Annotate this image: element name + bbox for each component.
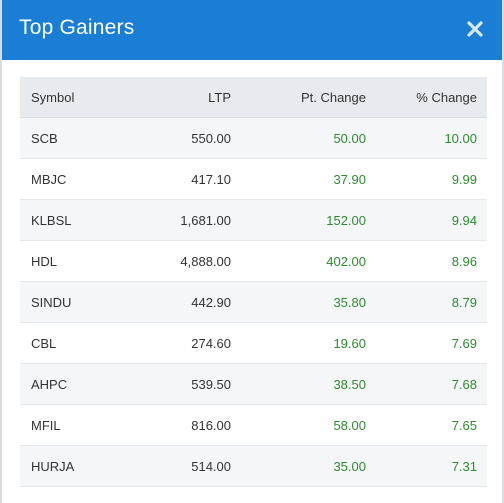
symbol-cell[interactable]: SCB bbox=[20, 117, 132, 159]
symbol-cell[interactable]: HURJA bbox=[20, 445, 132, 487]
symbol-cell[interactable]: MBJC bbox=[20, 158, 132, 200]
table-header-row: Symbol LTP Pt. Change % Change bbox=[20, 77, 487, 118]
table-row[interactable]: HURJA 514.00 35.00 7.31 bbox=[20, 445, 487, 487]
pct-change-cell: 7.68 bbox=[367, 363, 487, 405]
pt-change-cell: 152.00 bbox=[231, 199, 367, 241]
pct-change-cell: 10.00 bbox=[367, 117, 487, 159]
pct-change-cell: 7.65 bbox=[367, 404, 487, 446]
column-header-pt-change[interactable]: Pt. Change bbox=[231, 77, 367, 118]
table-row[interactable]: SCB 550.00 50.00 10.00 bbox=[20, 117, 487, 159]
ltp-cell: 514.00 bbox=[132, 445, 231, 487]
pt-change-cell: 402.00 bbox=[231, 240, 367, 282]
symbol-cell[interactable]: KLBSL bbox=[20, 199, 132, 241]
column-header-symbol[interactable]: Symbol bbox=[20, 77, 132, 118]
symbol-cell[interactable]: GBLBS bbox=[20, 486, 132, 503]
ltp-cell: 442.90 bbox=[132, 281, 231, 323]
table-row[interactable]: MBJC 417.10 37.90 9.99 bbox=[20, 158, 487, 200]
column-header-ltp[interactable]: LTP bbox=[132, 77, 231, 118]
table-row[interactable]: AHPC 539.50 38.50 7.68 bbox=[20, 363, 487, 405]
pct-change-cell: 7.69 bbox=[367, 322, 487, 364]
close-button[interactable] bbox=[464, 18, 486, 40]
pt-change-cell: 19.60 bbox=[231, 322, 367, 364]
ltp-cell: 539.50 bbox=[132, 363, 231, 405]
pct-change-cell: 7.09 bbox=[367, 486, 487, 503]
table-body: SCB 550.00 50.00 10.00 MBJC 417.10 37.90 9.99 KL… bbox=[20, 117, 487, 503]
symbol-cell[interactable]: AHPC bbox=[20, 363, 132, 405]
pt-change-cell: 58.00 bbox=[231, 404, 367, 446]
table-row[interactable]: CBL 274.60 19.60 7.69 bbox=[20, 322, 487, 364]
gainers-table: Symbol LTP Pt. Change % Change SCB 550.00… bbox=[20, 77, 487, 503]
pt-change-cell: 35.00 bbox=[231, 445, 367, 487]
symbol-cell[interactable]: MFIL bbox=[20, 404, 132, 446]
ltp-cell: 816.00 bbox=[132, 404, 231, 446]
pct-change-cell: 9.99 bbox=[367, 158, 487, 200]
pct-change-cell: 9.94 bbox=[367, 199, 487, 241]
pct-change-cell: 8.96 bbox=[367, 240, 487, 282]
modal-title: Top Gainers bbox=[19, 16, 135, 39]
modal-header: Top Gainers bbox=[2, 0, 502, 60]
ltp-cell: 1,116.90 bbox=[132, 486, 231, 503]
ltp-cell: 1,681.00 bbox=[132, 199, 231, 241]
pt-change-cell: 37.90 bbox=[231, 158, 367, 200]
close-icon bbox=[467, 21, 483, 37]
table-row[interactable]: HDL 4,888.00 402.00 8.96 bbox=[20, 240, 487, 282]
symbol-cell[interactable]: HDL bbox=[20, 240, 132, 282]
ltp-cell: 4,888.00 bbox=[132, 240, 231, 282]
pt-change-cell: 50.00 bbox=[231, 117, 367, 159]
ltp-cell: 550.00 bbox=[132, 117, 231, 159]
pt-change-cell: 35.80 bbox=[231, 281, 367, 323]
pct-change-cell: 8.79 bbox=[367, 281, 487, 323]
table-row[interactable]: GBLBS1,116.9073.907.09 bbox=[20, 486, 487, 503]
symbol-cell[interactable]: CBL bbox=[20, 322, 132, 364]
table-row[interactable]: MFIL 816.00 58.00 7.65 bbox=[20, 404, 487, 446]
ltp-cell: 274.60 bbox=[132, 322, 231, 364]
pt-change-cell: 73.90 bbox=[231, 486, 367, 503]
column-header-pct-change[interactable]: % Change bbox=[367, 77, 487, 118]
table-row[interactable]: SINDU 442.90 35.80 8.79 bbox=[20, 281, 487, 323]
pt-change-cell: 38.50 bbox=[231, 363, 367, 405]
gainers-table-wrapper: Symbol LTP Pt. Change % Change SCB 550.00… bbox=[20, 77, 487, 503]
pct-change-cell: 7.31 bbox=[367, 445, 487, 487]
ltp-cell: 417.10 bbox=[132, 158, 231, 200]
table-row[interactable]: KLBSL 1,681.00 152.00 9.94 bbox=[20, 199, 487, 241]
symbol-cell[interactable]: SINDU bbox=[20, 281, 132, 323]
